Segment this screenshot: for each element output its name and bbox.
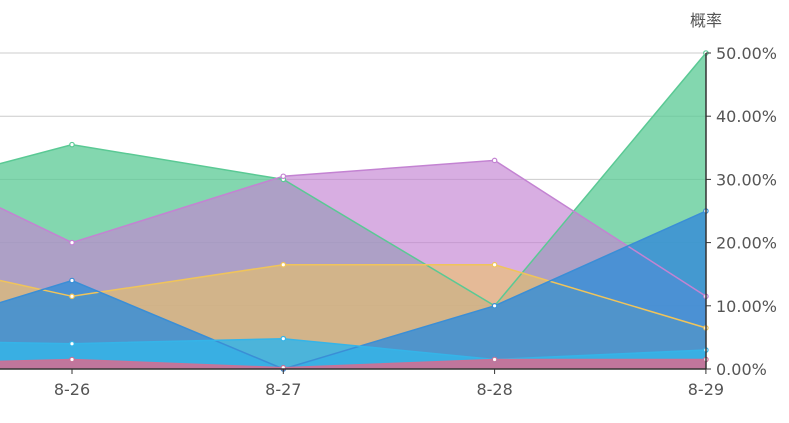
y-tick-label-1: 10.00% <box>716 297 777 316</box>
series-area-5 <box>0 359 706 369</box>
x-tick-label-2: 8-28 <box>476 380 512 399</box>
data-point-s4-c0[interactable] <box>69 340 75 347</box>
data-point-s2-c1[interactable] <box>280 261 287 268</box>
y-tick-label-0: 0.00% <box>716 360 767 379</box>
data-point-s3-c0[interactable] <box>69 277 75 284</box>
x-tick-label-0: 8-26 <box>54 380 90 399</box>
data-point-s1-c1[interactable] <box>280 173 287 180</box>
data-point-s1-c2[interactable] <box>491 157 498 164</box>
y-tick-label-2: 20.00% <box>716 234 777 253</box>
data-point-s2-c2[interactable] <box>491 261 498 268</box>
y-axis-title: 概率 <box>690 11 722 30</box>
x-tick-label-3: 8-29 <box>688 380 724 399</box>
y-tick-label-5: 50.00% <box>716 44 777 63</box>
data-point-s1-c0[interactable] <box>69 239 75 246</box>
data-point-s3-c2[interactable] <box>491 302 498 309</box>
data-point-s0-c0[interactable] <box>69 141 75 148</box>
data-point-s5-c2[interactable] <box>491 356 498 363</box>
series-areas <box>0 53 706 369</box>
data-point-s2-c0[interactable] <box>69 293 75 300</box>
y-tick-label-3: 30.00% <box>716 170 777 189</box>
axis-labels: 概率 0.00% 10.00% 20.00% 30.00% 40.00% 50.00% 8-… <box>54 11 777 399</box>
series-area-3 <box>0 211 706 369</box>
data-point-s5-c0[interactable] <box>69 356 75 363</box>
x-tick-label-1: 8-27 <box>265 380 301 399</box>
y-tick-label-4: 40.00% <box>716 107 777 126</box>
axes <box>0 52 711 374</box>
data-point-s4-c1[interactable] <box>280 335 287 342</box>
